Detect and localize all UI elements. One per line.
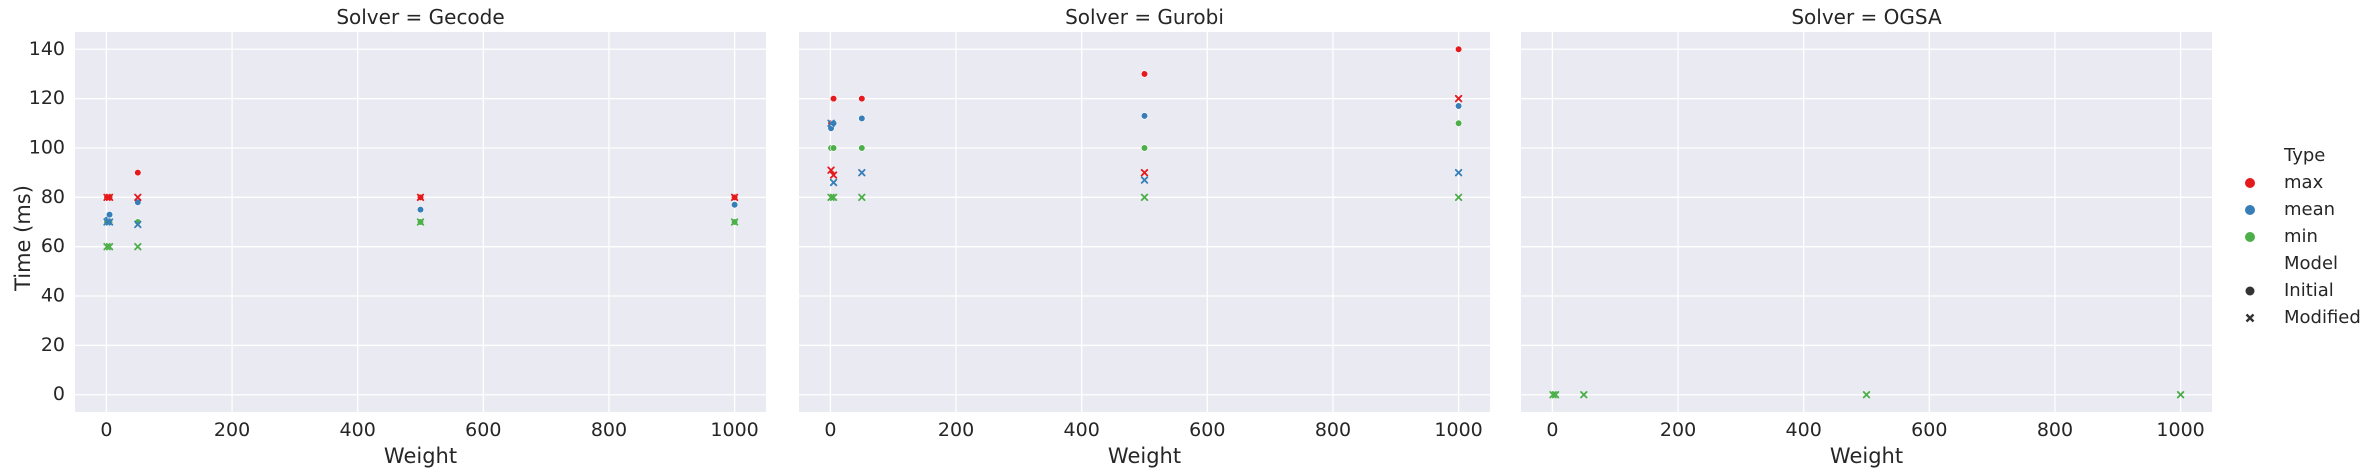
x-tick-label: 200: [214, 419, 250, 441]
data-point-max-modified: [134, 193, 142, 202]
x-tick-label: 200: [938, 419, 974, 441]
x-axis-label: Weight: [1108, 444, 1181, 468]
data-point-max-initial: [858, 95, 866, 103]
x-tick-label: 600: [1189, 419, 1225, 441]
x-axis-label: Weight: [1830, 444, 1903, 468]
legend-marker-modified: [2245, 313, 2255, 323]
legend-marker-max: [2245, 178, 2255, 188]
data-point-mean-initial: [416, 206, 425, 214]
data-point-mean-modified: [1140, 176, 1149, 184]
panel-title: Solver = OGSA: [1791, 5, 1942, 29]
panel-3: 0 200 400 600 800 1000 Solver = OGSA Weight: [1521, 5, 2212, 468]
data-point-min-initial: [829, 144, 838, 152]
x-tick-label: 800: [591, 419, 627, 441]
data-point-max-modified: [105, 193, 114, 202]
data-point-max-initial: [829, 95, 838, 103]
data-point-mean-modified: [105, 218, 114, 226]
x-tick-label: 600: [1911, 419, 1947, 441]
x-tick-label: 200: [1660, 419, 1696, 441]
data-point-max-modified: [1140, 168, 1149, 177]
data-point-max-modified: [827, 166, 835, 174]
data-point-max-modified: [416, 193, 425, 202]
panel-2: 0 200 400 600 800 1000 Solver = Gurobi Weight: [799, 5, 1490, 468]
data-point-mean-modified: [858, 168, 866, 177]
legend: Type max mean min Model Initial Modified: [2245, 145, 2361, 328]
panel-title: Solver = Gurobi: [1065, 5, 1224, 29]
x-tick-label: 0: [100, 419, 112, 441]
data-point-mean-initial: [105, 210, 114, 219]
data-point-min-modified: [1454, 193, 1463, 202]
y-axis-label: Time (ms): [11, 185, 35, 292]
data-point-mean-initial: [858, 114, 866, 122]
x-tick-label: 800: [1315, 419, 1351, 441]
y-tick-label: 60: [41, 235, 65, 257]
data-point-min-modified: [105, 242, 114, 251]
x-tick-label: 1000: [2156, 419, 2204, 441]
data-point-min-modified: [416, 218, 425, 226]
legend-marker-mean: [2245, 205, 2255, 215]
data-point-max-modified: [730, 193, 739, 202]
legend-title-model: Model: [2284, 253, 2338, 274]
data-point-mean-modified: [134, 220, 142, 229]
data-point-max-initial: [134, 169, 142, 177]
legend-item-initial: Initial: [2284, 280, 2334, 301]
data-point-min-initial: [858, 144, 866, 152]
data-point-min-modified: [730, 218, 739, 226]
x-tick-label: 600: [465, 419, 501, 441]
x-tick-label: 400: [1064, 419, 1100, 441]
legend-marker-initial: [2245, 286, 2255, 296]
data-point-mean-initial: [1140, 112, 1149, 120]
data-point-mean-initial: [1454, 102, 1463, 110]
data-point-mean-modified: [827, 119, 835, 127]
x-tick-label: 400: [340, 419, 376, 441]
data-point-min-modified: [1580, 391, 1588, 399]
x-tick-label: 800: [2037, 419, 2073, 441]
data-point-max-initial: [1454, 45, 1463, 53]
legend-item-min: min: [2284, 226, 2318, 247]
x-tick-label: 0: [824, 419, 836, 441]
data-point-min-modified: [829, 193, 838, 202]
x-tick-label: 400: [1786, 419, 1822, 441]
y-tick-label: 140: [29, 38, 65, 60]
data-point-max-initial: [1140, 70, 1149, 78]
y-tick-label: 0: [53, 383, 65, 405]
facet-panels: 0 200 400 600 800 1000 0 20 40 60 80 100 120 140 Solve…: [29, 5, 2212, 468]
plot-background: [799, 32, 1490, 412]
y-tick-label: 80: [41, 186, 65, 208]
data-point-max-modified: [829, 171, 838, 179]
data-point-mean-initial: [730, 201, 739, 209]
y-tick-label: 120: [29, 87, 65, 109]
data-point-min-initial: [1454, 119, 1463, 127]
data-point-min-modified: [1551, 391, 1560, 399]
data-point-max-modified: [1454, 94, 1463, 103]
data-point-min-modified: [858, 193, 866, 202]
legend-item-modified: Modified: [2284, 307, 2361, 328]
legend-marker-min: [2245, 232, 2255, 242]
legend-item-mean: mean: [2284, 199, 2335, 220]
data-point-min-initial: [1140, 144, 1149, 152]
panel-1: 0 200 400 600 800 1000 0 20 40 60 80 100 120 140 Solve…: [29, 5, 766, 468]
data-point-min-modified: [1862, 391, 1871, 399]
x-tick-label: 1000: [1434, 419, 1482, 441]
legend-item-max: max: [2284, 172, 2324, 193]
y-tick-label: 40: [41, 285, 65, 307]
x-tick-label: 0: [1546, 419, 1558, 441]
y-tick-label: 100: [29, 136, 65, 158]
data-point-mean-modified: [829, 178, 838, 187]
plot-background: [1521, 32, 2212, 412]
x-axis-label: Weight: [384, 444, 457, 468]
data-point-mean-initial: [134, 198, 142, 206]
data-point-mean-modified: [1454, 168, 1463, 177]
panel-title: Solver = Gecode: [336, 5, 504, 29]
data-point-min-modified: [2176, 391, 2185, 399]
x-tick-label: 1000: [710, 419, 758, 441]
data-point-min-modified: [1140, 193, 1149, 202]
y-tick-label: 20: [41, 334, 65, 356]
legend-title-type: Type: [2283, 145, 2325, 166]
data-point-min-modified: [134, 242, 142, 251]
